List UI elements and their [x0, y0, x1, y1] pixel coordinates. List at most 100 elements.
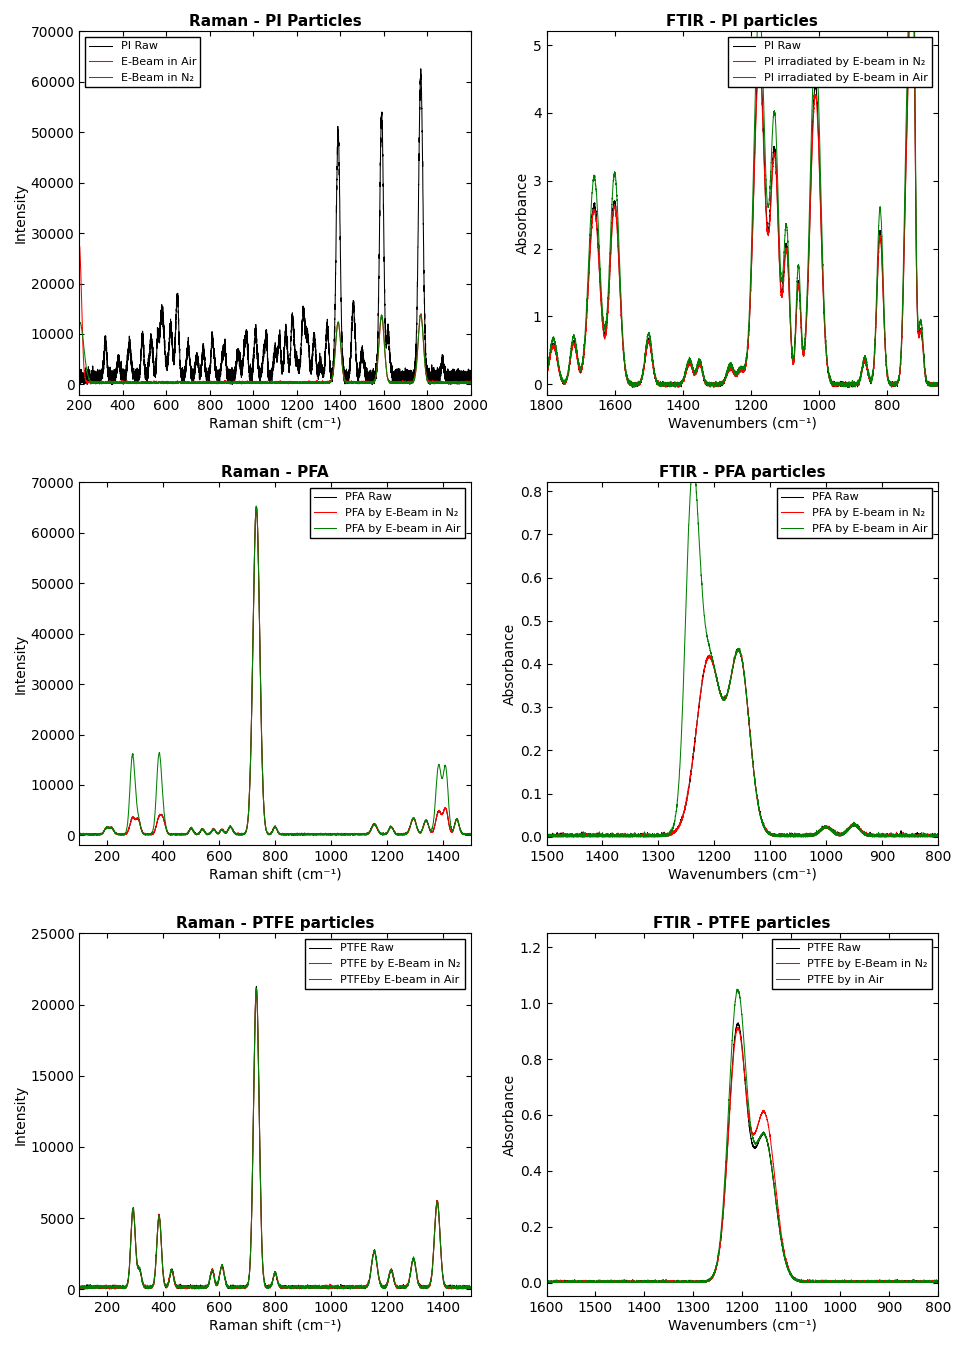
- PI irradiated by E-beam in Air: [863, 365, 874, 381]
- PTFE by in Air: [833, 1272, 844, 1288]
- PTFE by in Air: [932, 1273, 944, 1289]
- PI irradiated by E-beam in Air: [795, 310, 807, 326]
- PTFE by E-Beam in N₂: [863, 1273, 874, 1289]
- Y-axis label: Absorbance: Absorbance: [503, 1074, 517, 1156]
- E-Beam in N₂: [364, 376, 375, 392]
- PTFE Raw: [366, 1257, 377, 1273]
- PFA Raw: [251, 499, 262, 516]
- PI Raw: [795, 315, 807, 331]
- PFA by E-Beam in N₂: [366, 820, 377, 836]
- PTFE by E-Beam in N₂: [690, 1273, 702, 1289]
- Title: Raman - PI Particles: Raman - PI Particles: [189, 13, 362, 28]
- PI Raw: [540, 366, 552, 382]
- Line: E-Beam in N₂: E-Beam in N₂: [79, 315, 471, 384]
- PFA by E-Beam in N₂: [309, 826, 320, 843]
- PI irradiated by E-beam in Air: [776, 272, 787, 288]
- Y-axis label: Intensity: Intensity: [14, 1085, 28, 1145]
- PTFE by in Air: [925, 1275, 937, 1291]
- Y-axis label: Intensity: Intensity: [14, 634, 28, 695]
- PTFE by E-Beam in N₂: [145, 1279, 156, 1295]
- PFA by E-beam in N₂: [727, 661, 738, 677]
- PFA by E-beam in Air: [708, 658, 720, 674]
- PI Raw: [81, 377, 93, 393]
- PTFE Raw: [223, 1279, 234, 1295]
- PFA by E-beam in Air: [900, 828, 912, 844]
- Line: PI irradiated by E-beam in N₂: PI irradiated by E-beam in N₂: [546, 0, 938, 388]
- PFA Raw: [223, 820, 234, 836]
- Title: FTIR - PFA particles: FTIR - PFA particles: [659, 464, 825, 481]
- PTFE by E-Beam in N₂: [465, 1280, 477, 1296]
- PI irradiated by E-beam in Air: [690, 361, 702, 377]
- PTFE by in Air: [776, 1233, 787, 1249]
- PTFE by E-Beam in N₂: [795, 1273, 807, 1289]
- PI irradiated by E-beam in N₂: [612, 232, 623, 248]
- X-axis label: Raman shift (cm⁻¹): Raman shift (cm⁻¹): [208, 867, 342, 882]
- PTFE Raw: [73, 1281, 85, 1298]
- PTFEby E-beam in Air: [345, 1281, 356, 1298]
- Legend: PI Raw, E-Beam in Air, E-Beam in N₂: PI Raw, E-Beam in Air, E-Beam in N₂: [85, 36, 201, 87]
- PFA by E-beam in Air: [73, 828, 85, 844]
- PFA Raw: [309, 826, 320, 843]
- PFA by E-beam in Air: [705, 645, 717, 661]
- PI irradiated by E-beam in N₂: [863, 366, 874, 382]
- PTFEby E-beam in Air: [328, 1279, 340, 1295]
- PTFE Raw: [550, 1275, 562, 1291]
- PI irradiated by E-beam in N₂: [843, 380, 855, 396]
- PTFEby E-beam in Air: [223, 1279, 234, 1295]
- Title: FTIR - PI particles: FTIR - PI particles: [666, 13, 818, 28]
- PTFE by E-Beam in N₂: [887, 1275, 898, 1291]
- Title: Raman - PTFE particles: Raman - PTFE particles: [176, 915, 374, 931]
- PFA Raw: [73, 826, 85, 843]
- E-Beam in Air: [73, 238, 85, 254]
- Line: PFA by E-Beam in N₂: PFA by E-Beam in N₂: [79, 507, 471, 836]
- PTFE by E-Beam in N₂: [328, 1280, 340, 1296]
- PI Raw: [833, 377, 844, 393]
- PFA by E-beam in Air: [687, 458, 699, 474]
- Line: PFA by E-beam in Air: PFA by E-beam in Air: [546, 466, 938, 837]
- PFA by E-Beam in N₂: [223, 820, 234, 836]
- Title: FTIR - PTFE particles: FTIR - PTFE particles: [653, 915, 831, 931]
- PTFE by in Air: [690, 1273, 702, 1289]
- PI Raw: [305, 359, 317, 376]
- PTFE Raw: [396, 1279, 407, 1295]
- PTFE Raw: [251, 979, 262, 995]
- PFA by E-beam in Air: [328, 826, 340, 843]
- X-axis label: Raman shift (cm⁻¹): Raman shift (cm⁻¹): [208, 1318, 342, 1333]
- PTFE by E-Beam in N₂: [932, 1273, 944, 1289]
- E-Beam in N₂: [322, 376, 334, 392]
- PI Raw: [385, 358, 397, 374]
- PFA Raw: [145, 826, 156, 843]
- Legend: PI Raw, PI irradiated by E-beam in N₂, PI irradiated by E-beam in Air: PI Raw, PI irradiated by E-beam in N₂, P…: [729, 36, 932, 87]
- PTFE by E-Beam in N₂: [309, 1279, 320, 1295]
- PI Raw: [364, 373, 375, 389]
- Line: PTFE by E-Beam in N₂: PTFE by E-Beam in N₂: [546, 1027, 938, 1283]
- PTFE by E-Beam in N₂: [731, 1019, 743, 1035]
- PI irradiated by E-beam in Air: [540, 363, 552, 380]
- PFA Raw: [932, 826, 944, 843]
- PI Raw: [465, 367, 477, 384]
- PTFE by in Air: [612, 1275, 623, 1291]
- E-Beam in N₂: [73, 341, 85, 357]
- PFA by E-beam in N₂: [708, 660, 720, 676]
- PFA Raw: [616, 829, 627, 845]
- PI irradiated by E-beam in N₂: [932, 377, 944, 393]
- PI Raw: [612, 225, 623, 241]
- PFA Raw: [463, 828, 475, 844]
- Legend: PFA Raw, PFA by E-Beam in N₂, PFA by E-beam in Air: PFA Raw, PFA by E-Beam in N₂, PFA by E-b…: [310, 489, 465, 538]
- E-Beam in Air: [385, 374, 397, 390]
- PTFE Raw: [465, 1280, 477, 1296]
- PI irradiated by E-beam in N₂: [795, 320, 807, 336]
- E-Beam in Air: [364, 373, 375, 389]
- E-Beam in N₂: [215, 374, 227, 390]
- PI Raw: [415, 61, 427, 77]
- Line: PI Raw: PI Raw: [79, 69, 471, 385]
- PFA Raw: [727, 660, 738, 676]
- PFA by E-beam in N₂: [731, 641, 743, 657]
- PFA Raw: [705, 651, 717, 668]
- E-Beam in N₂: [235, 376, 247, 392]
- Y-axis label: Absorbance: Absorbance: [503, 623, 517, 705]
- PI Raw: [94, 362, 105, 378]
- PTFE by in Air: [795, 1272, 807, 1288]
- Y-axis label: Absorbance: Absorbance: [516, 172, 530, 254]
- PTFE by in Air: [863, 1273, 874, 1289]
